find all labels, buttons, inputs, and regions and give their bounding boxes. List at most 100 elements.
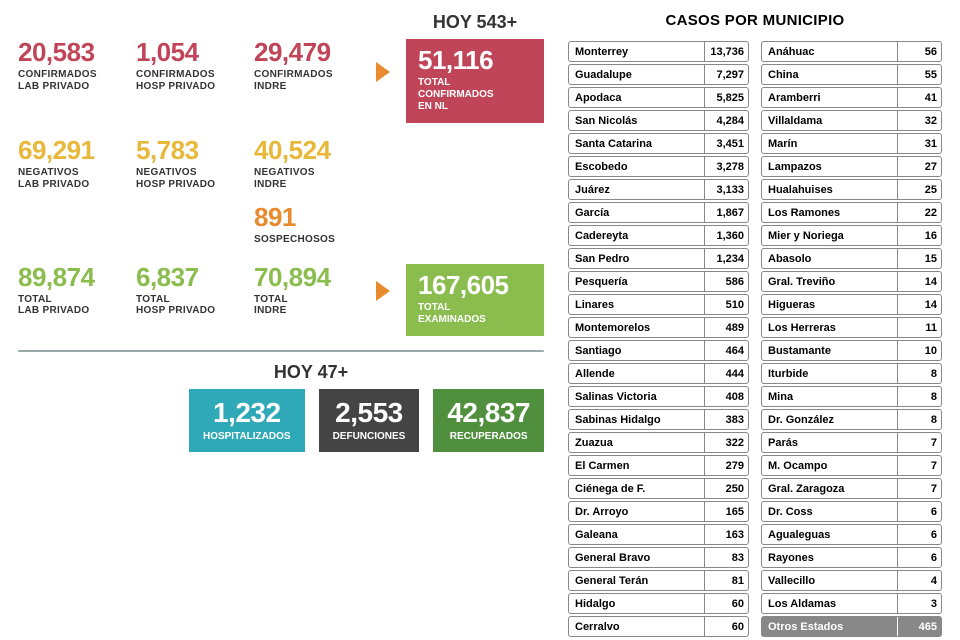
muni-value: 31	[897, 134, 941, 153]
muni-row: García1,867	[568, 202, 749, 223]
stat-label: TOTALCONFIRMADOSEN NL	[418, 77, 532, 113]
municipios-columns: Monterrey13,736Guadalupe7,297Apodaca5,82…	[568, 41, 942, 639]
stat-value: 40,524	[254, 137, 360, 163]
stat-conf-lab: 20,583 CONFIRMADOSLAB PRIVADO	[18, 39, 124, 92]
arrow-icon	[376, 62, 390, 82]
muni-name: Rayones	[762, 548, 897, 567]
totals-row: 89,874 TOTALLAB PRIVADO 6,837 TOTALHOSP …	[18, 264, 544, 336]
muni-name: Galeana	[569, 525, 704, 544]
muni-name: García	[569, 203, 704, 222]
muni-value: 4	[897, 571, 941, 590]
stat-neg-indre: 40,524 NEGATIVOSINDRE	[254, 137, 360, 190]
muni-name: San Pedro	[569, 249, 704, 268]
muni-row: Galeana163	[568, 524, 749, 545]
hospitalizados-box: 1,232 HOSPITALIZADOS	[189, 389, 305, 452]
muni-value: 41	[897, 88, 941, 107]
muni-value: 383	[704, 410, 748, 429]
muni-row: Aramberri41	[761, 87, 942, 108]
muni-row: Salinas Victoria408	[568, 386, 749, 407]
muni-row: Juárez3,133	[568, 179, 749, 200]
muni-name: Anáhuac	[762, 42, 897, 61]
muni-value: 4,284	[704, 111, 748, 130]
muni-name: Cadereyta	[569, 226, 704, 245]
hoy-confirmados-label: HOY 543+	[406, 12, 544, 33]
muni-row: General Bravo83	[568, 547, 749, 568]
muni-name: Dr. Coss	[762, 502, 897, 521]
stat-value: 42,837	[447, 399, 530, 427]
muni-value: 11	[897, 318, 941, 337]
muni-name: Bustamante	[762, 341, 897, 360]
muni-value: 8	[897, 410, 941, 429]
muni-value: 3,133	[704, 180, 748, 199]
stat-label: TOTALINDRE	[254, 294, 360, 317]
stat-label: DEFUNCIONES	[333, 431, 406, 442]
muni-row: Lampazos27	[761, 156, 942, 177]
muni-row: Santa Catarina3,451	[568, 133, 749, 154]
muni-value: 6	[897, 502, 941, 521]
muni-name: Marín	[762, 134, 897, 153]
muni-name: El Carmen	[569, 456, 704, 475]
muni-value: 3,451	[704, 134, 748, 153]
muni-row: Los Herreras11	[761, 317, 942, 338]
muni-name: Montemorelos	[569, 318, 704, 337]
stat-tot-lab: 89,874 TOTALLAB PRIVADO	[18, 264, 124, 317]
muni-value: 60	[704, 594, 748, 613]
muni-name: Pesquería	[569, 272, 704, 291]
muni-row: Otros Estados465	[761, 616, 942, 637]
muni-row: Pesquería586	[568, 271, 749, 292]
stat-value: 70,894	[254, 264, 360, 290]
muni-row: General Terán81	[568, 570, 749, 591]
muni-name: Gral. Zaragoza	[762, 479, 897, 498]
muni-row: Cerralvo60	[568, 616, 749, 637]
stat-value: 89,874	[18, 264, 124, 290]
muni-value: 279	[704, 456, 748, 475]
muni-name: Higueras	[762, 295, 897, 314]
stat-conf-hosp: 1,054 CONFIRMADOSHOSP PRIVADO	[136, 39, 242, 92]
muni-value: 586	[704, 272, 748, 291]
muni-row: El Carmen279	[568, 455, 749, 476]
muni-name: Parás	[762, 433, 897, 452]
stat-label: CONFIRMADOSINDRE	[254, 69, 360, 92]
muni-row: Los Aldamas3	[761, 593, 942, 614]
muni-value: 322	[704, 433, 748, 452]
muni-row: Bustamante10	[761, 340, 942, 361]
stat-label: CONFIRMADOSLAB PRIVADO	[18, 69, 124, 92]
muni-row: Linares510	[568, 294, 749, 315]
muni-name: General Terán	[569, 571, 704, 590]
muni-name: Santiago	[569, 341, 704, 360]
divider	[18, 350, 544, 352]
muni-value: 1,867	[704, 203, 748, 222]
muni-name: Allende	[569, 364, 704, 383]
dashboard: HOY 543+ 20,583 CONFIRMADOSLAB PRIVADO 1…	[18, 12, 942, 639]
muni-value: 55	[897, 65, 941, 84]
total-examinados-box: 167,605 TOTALEXAMINADOS	[406, 264, 544, 336]
arrow-icon	[376, 281, 390, 301]
muni-value: 22	[897, 203, 941, 222]
muni-name: Santa Catarina	[569, 134, 704, 153]
muni-value: 165	[704, 502, 748, 521]
muni-value: 81	[704, 571, 748, 590]
muni-row: Montemorelos489	[568, 317, 749, 338]
muni-name: M. Ocampo	[762, 456, 897, 475]
total-confirmados-box: 51,116 TOTALCONFIRMADOSEN NL	[406, 39, 544, 123]
stat-neg-lab: 69,291 NEGATIVOSLAB PRIVADO	[18, 137, 124, 190]
stat-label: TOTALHOSP PRIVADO	[136, 294, 242, 317]
muni-name: Abasolo	[762, 249, 897, 268]
muni-col-2: Anáhuac56China55Aramberri41Villaldama32M…	[761, 41, 942, 639]
muni-row: Iturbide8	[761, 363, 942, 384]
muni-value: 3,278	[704, 157, 748, 176]
muni-row: Zuazua322	[568, 432, 749, 453]
stat-value: 29,479	[254, 39, 360, 65]
muni-value: 510	[704, 295, 748, 314]
muni-value: 10	[897, 341, 941, 360]
muni-name: Villaldama	[762, 111, 897, 130]
muni-value: 465	[897, 617, 941, 636]
muni-value: 5,825	[704, 88, 748, 107]
muni-name: San Nicolás	[569, 111, 704, 130]
stat-label: HOSPITALIZADOS	[203, 431, 291, 442]
muni-value: 408	[704, 387, 748, 406]
muni-row: Marín31	[761, 133, 942, 154]
muni-row: Gral. Treviño14	[761, 271, 942, 292]
stat-value: 6,837	[136, 264, 242, 290]
muni-row: Mier y Noriega16	[761, 225, 942, 246]
